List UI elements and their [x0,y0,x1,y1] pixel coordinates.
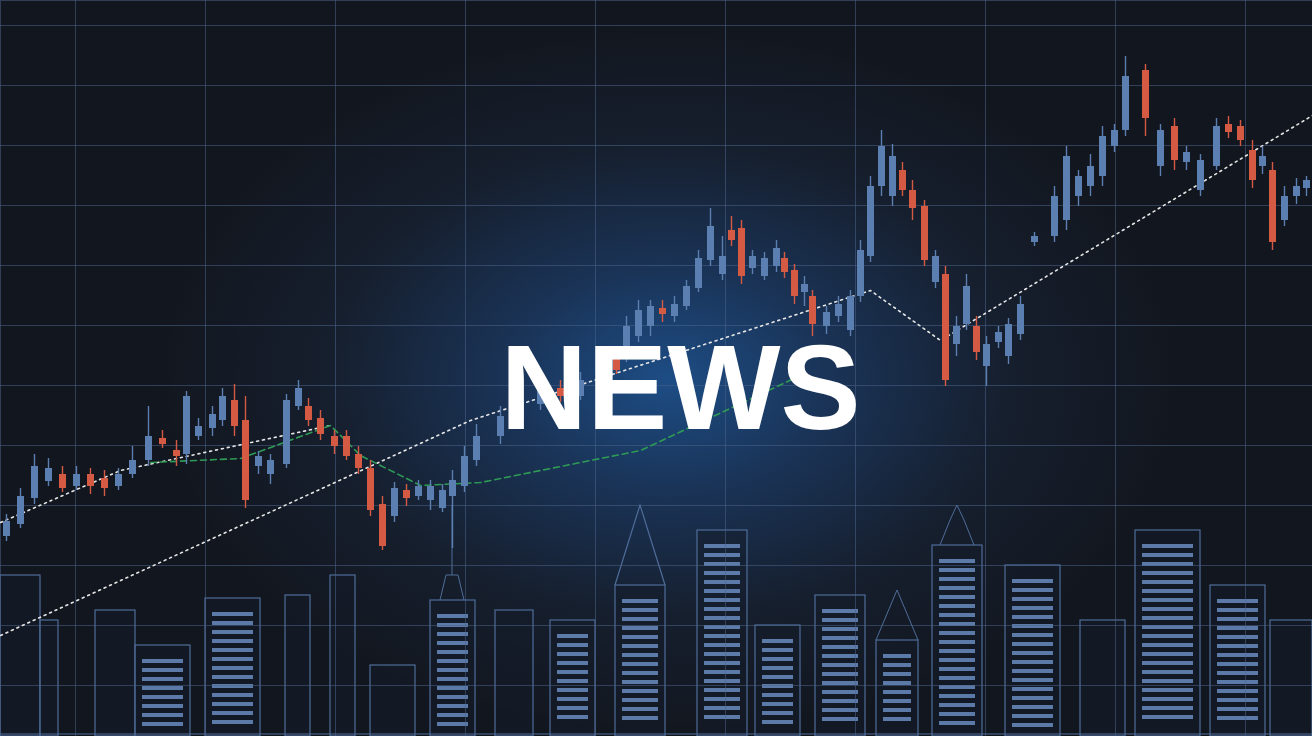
svg-text:NEWS: NEWS [501,320,861,454]
